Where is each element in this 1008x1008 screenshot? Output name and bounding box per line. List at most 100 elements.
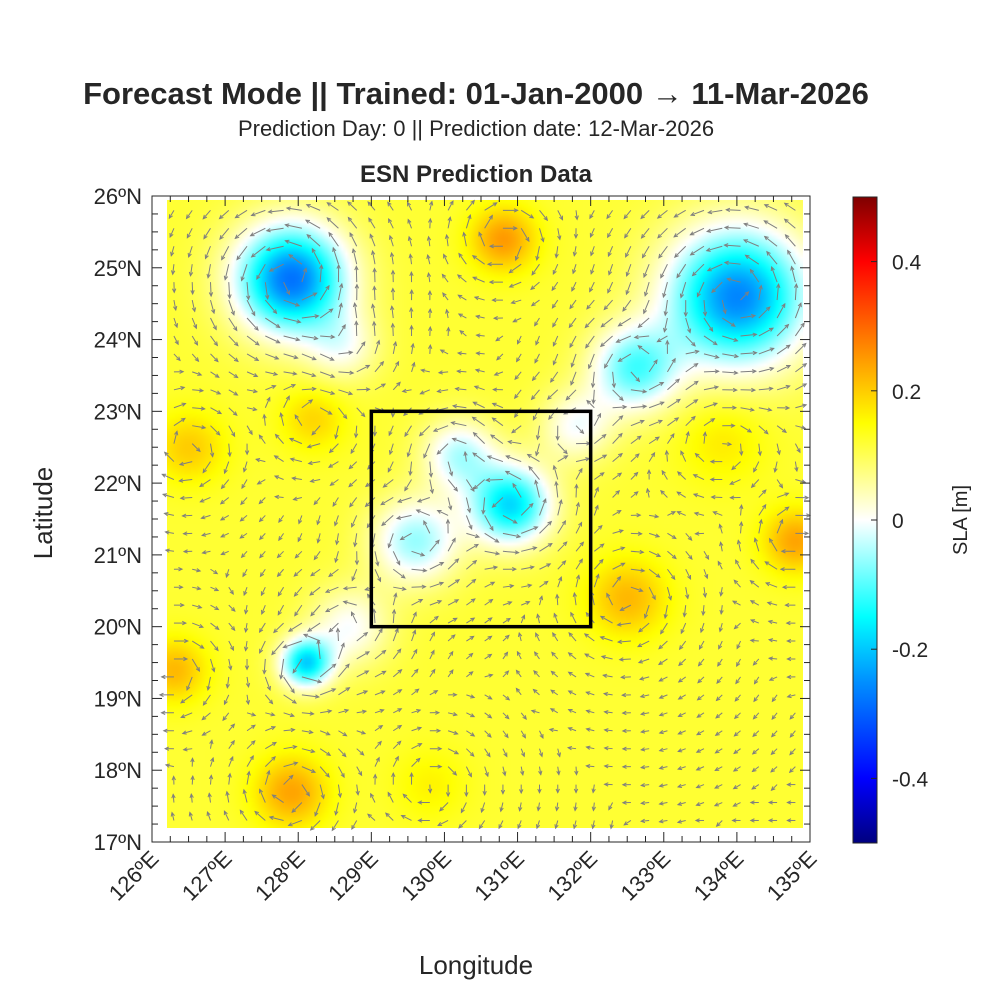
y-axis-label: Latitude <box>28 467 58 560</box>
velocity-arrow <box>749 580 760 588</box>
arrow-head <box>539 733 544 740</box>
arrow-shaft <box>455 388 467 391</box>
arrow-head <box>254 356 260 361</box>
velocity-arrow <box>685 550 693 560</box>
arrow-shaft <box>502 532 521 538</box>
arrow-shaft <box>305 219 321 229</box>
velocity-arrow <box>612 389 624 402</box>
arrow-shaft <box>622 299 632 312</box>
arrow-shaft <box>447 479 458 492</box>
arrow-shaft <box>528 466 540 480</box>
arrow-head <box>469 635 475 641</box>
arrow-shaft <box>557 560 566 570</box>
velocity-arrow <box>740 369 758 374</box>
velocity-arrow <box>225 676 230 689</box>
arrow-head <box>729 480 735 485</box>
arrow-shaft <box>639 676 650 680</box>
velocity-arrow <box>530 281 540 291</box>
arrow-head <box>451 537 456 543</box>
velocity-arrow <box>246 740 256 750</box>
arrow-head <box>282 644 288 649</box>
arrow-shaft <box>764 204 778 211</box>
arrow-head <box>658 644 663 650</box>
arrow-head <box>550 689 556 694</box>
arrow-shaft <box>420 389 431 395</box>
velocity-arrow <box>484 202 498 211</box>
arrow-shaft <box>520 748 525 757</box>
arrow-head <box>769 347 775 352</box>
arrow-head <box>388 450 394 456</box>
velocity-arrow <box>667 378 681 391</box>
arrow-head <box>345 663 350 669</box>
velocity-arrow <box>753 676 760 685</box>
arrow-shaft <box>264 694 273 704</box>
arrow-shaft <box>210 568 218 575</box>
velocity-arrow <box>482 784 487 796</box>
velocity-arrow <box>623 820 632 826</box>
velocity-arrow <box>407 235 413 247</box>
velocity-arrow <box>603 746 613 751</box>
velocity-arrow <box>715 820 723 827</box>
velocity-arrow <box>207 792 212 803</box>
arrow-head <box>504 714 510 720</box>
velocity-arrow <box>691 263 705 277</box>
velocity-arrow <box>279 412 285 426</box>
velocity-arrow <box>678 658 687 667</box>
velocity-arrow <box>484 694 493 700</box>
arrow-head <box>420 552 426 557</box>
velocity-arrow <box>712 511 723 516</box>
arrow-shaft <box>411 630 416 642</box>
velocity-arrow <box>371 249 376 265</box>
arrow-head <box>262 669 267 675</box>
velocity-arrow <box>552 464 559 480</box>
velocity-arrow <box>387 461 394 473</box>
velocity-arrow <box>208 282 214 298</box>
arrow-shaft <box>539 563 551 570</box>
velocity-arrow <box>411 743 423 750</box>
arrow-shaft <box>769 639 778 642</box>
arrow-shaft <box>283 676 295 693</box>
velocity-arrow <box>411 611 417 624</box>
velocity-arrow <box>228 371 239 379</box>
arrow-shaft <box>209 282 212 297</box>
arrow-shaft <box>319 308 333 319</box>
arrow-shaft <box>374 340 380 355</box>
velocity-arrow <box>310 604 321 617</box>
arrow-shaft <box>667 417 679 427</box>
arrow-head <box>693 399 699 404</box>
velocity-arrow <box>179 495 193 501</box>
arrow-head <box>254 326 259 331</box>
velocity-arrow <box>616 639 631 644</box>
arrow-head <box>342 414 348 420</box>
velocity-arrow <box>392 627 399 642</box>
arrow-shaft <box>429 650 435 660</box>
velocity-arrow <box>603 728 613 733</box>
velocity-arrow <box>599 615 613 624</box>
velocity-arrow <box>575 558 583 570</box>
arrow-shaft <box>570 371 577 385</box>
velocity-arrow <box>715 712 723 719</box>
velocity-arrow <box>723 225 741 230</box>
velocity-arrow <box>492 387 503 392</box>
arrow-head <box>633 471 639 477</box>
velocity-arrow <box>526 453 540 463</box>
arrow-head <box>526 453 532 459</box>
arrow-head <box>330 390 336 395</box>
velocity-arrow <box>591 820 596 830</box>
colorbar-tick-label: 0.4 <box>892 252 922 275</box>
arrow-head <box>693 511 699 516</box>
arrow-head <box>518 806 523 812</box>
arrow-head <box>423 520 428 526</box>
arrow-shaft <box>202 730 211 736</box>
arrow-head <box>718 644 723 650</box>
velocity-arrow <box>372 773 378 785</box>
arrow-head <box>548 727 554 733</box>
velocity-arrow <box>475 333 485 338</box>
arrow-shaft <box>246 771 250 785</box>
velocity-arrow <box>327 461 339 468</box>
velocity-arrow <box>586 299 595 310</box>
arrow-shaft <box>623 820 632 826</box>
arrow-head <box>733 624 739 630</box>
arrow-head <box>468 652 474 658</box>
